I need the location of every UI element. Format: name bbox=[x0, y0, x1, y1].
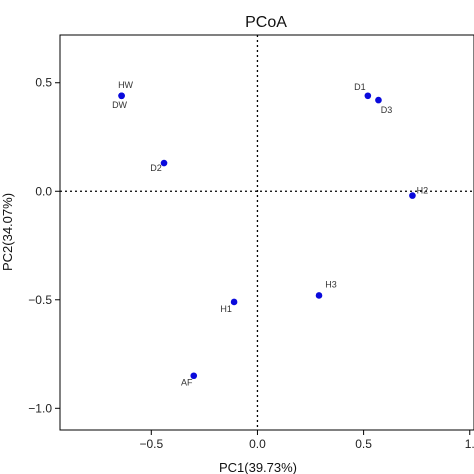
point-d1 bbox=[364, 92, 372, 100]
point-dw bbox=[118, 92, 125, 100]
point-label-dw: DW bbox=[112, 100, 127, 110]
point-h3 bbox=[315, 292, 323, 299]
point-label-hw: HW bbox=[118, 80, 133, 90]
x-tick-label: 0.0 bbox=[249, 437, 266, 451]
point-d2 bbox=[160, 159, 168, 167]
point-label-h2: H2 bbox=[417, 186, 429, 196]
y-axis-label: PC2(34.07%) bbox=[0, 193, 15, 271]
point-d3 bbox=[375, 96, 382, 104]
x-tick-label: −0.5 bbox=[139, 437, 163, 451]
y-tick-label: 0.5 bbox=[35, 76, 52, 90]
x-tick-label: 0.5 bbox=[355, 437, 372, 451]
point-af bbox=[190, 372, 198, 380]
point-label-h3: H3 bbox=[325, 279, 337, 289]
point-label-af: AF bbox=[181, 378, 193, 388]
x-axis-label: PC1(39.73%) bbox=[219, 460, 297, 474]
point-label-d1: D1 bbox=[354, 82, 366, 92]
y-tick-label: −1.0 bbox=[28, 401, 52, 415]
chart-title: PCoA bbox=[245, 14, 287, 31]
point-label-h1: H1 bbox=[220, 304, 232, 314]
y-axis: −1.0 −0.5 0.0 0.5 bbox=[28, 76, 60, 415]
y-tick-label: −0.5 bbox=[28, 293, 52, 307]
x-axis: −0.5 0.0 0.5 1. bbox=[139, 430, 474, 451]
y-tick-label: 0.0 bbox=[35, 184, 52, 198]
point-label-d2: D2 bbox=[150, 163, 162, 173]
point-h2 bbox=[409, 192, 416, 199]
reference-lines bbox=[60, 35, 474, 430]
data-points: HW DW D2 D1 D3 H2 H3 H1 AF bbox=[112, 80, 428, 388]
point-h1 bbox=[230, 298, 238, 306]
point-label-d3: D3 bbox=[381, 105, 393, 115]
x-tick-label: 1. bbox=[465, 437, 474, 451]
plot-frame bbox=[59, 34, 474, 431]
